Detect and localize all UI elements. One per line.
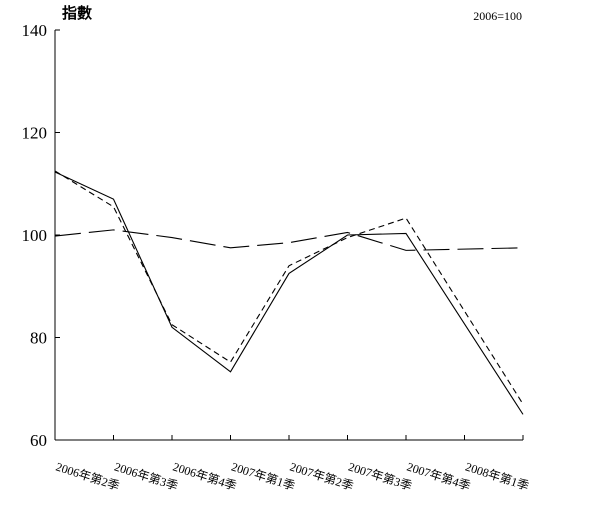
chart-note: 2006=100 <box>473 9 522 23</box>
y-tick-label: 80 <box>30 329 47 348</box>
x-tick-label: 2008年第1季 <box>464 460 531 494</box>
y-tick-label: 140 <box>22 21 48 40</box>
x-axis-ticks: 2006年第2季2006年第3季2006年第4季2007年第1季2007年第2季… <box>54 435 531 493</box>
x-tick-label: 2007年第4季 <box>405 460 472 494</box>
series-line-3 <box>54 229 524 251</box>
series-layer <box>54 170 524 415</box>
series-line-1 <box>54 171 524 415</box>
series-line-2 <box>54 170 524 405</box>
x-tick-label: 2006年第2季 <box>54 460 121 494</box>
x-tick-label: 2007年第1季 <box>230 460 297 494</box>
y-tick-label: 100 <box>22 226 48 245</box>
y-axis-ticks: 60 80 100 120 140 <box>22 21 60 450</box>
x-tick-label: 2007年第3季 <box>347 460 414 494</box>
x-tick-label: 2006年第4季 <box>171 460 238 494</box>
x-tick-label: 2007年第2季 <box>288 460 355 494</box>
y-axis-label: 指數 <box>62 4 92 22</box>
x-tick-label: 2006年第3季 <box>113 460 180 494</box>
y-tick-label: 60 <box>30 431 47 450</box>
y-tick-label: 120 <box>22 124 48 143</box>
